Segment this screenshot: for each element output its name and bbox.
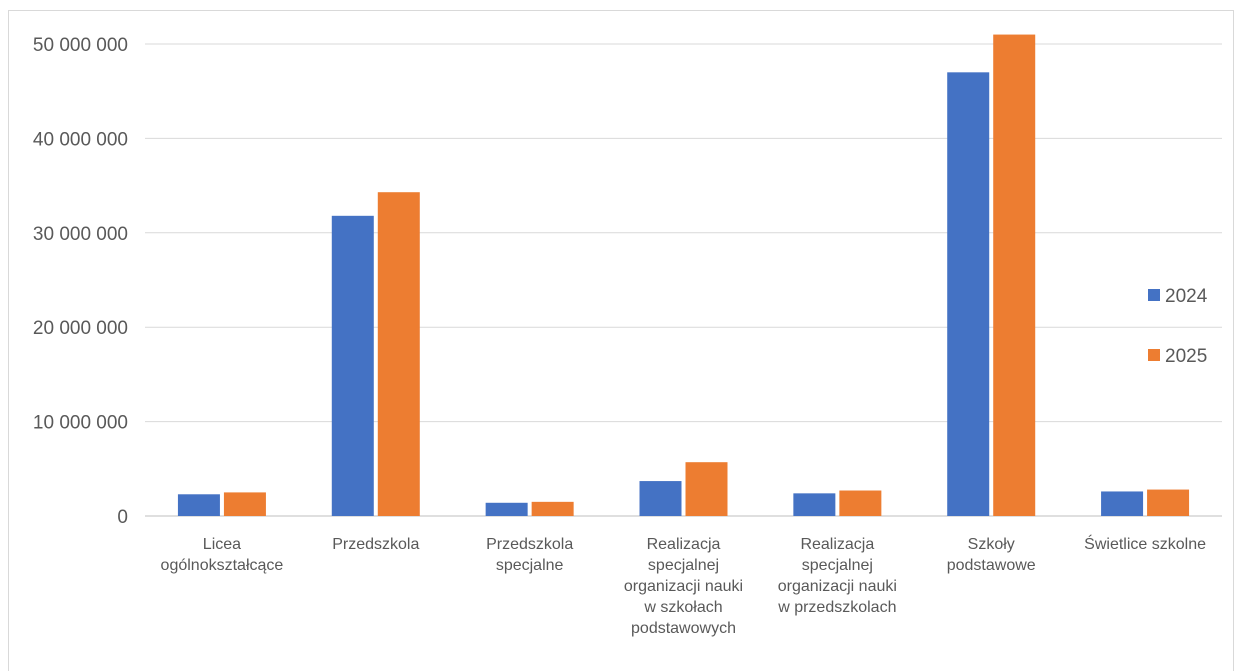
y-tick-label: 40 000 000 — [33, 129, 128, 150]
bar-2025 — [377, 192, 420, 516]
category-label: Szkoły podstawowe — [947, 536, 1036, 574]
y-tick-label: 20 000 000 — [33, 318, 128, 339]
category-label: Licea ogólnokształcące — [161, 536, 284, 574]
category-label: Przedszkola — [332, 536, 419, 553]
bar-2025 — [685, 462, 728, 516]
bar-2025 — [223, 492, 266, 516]
legend-swatch-2024 — [1148, 289, 1160, 301]
bar-2024 — [331, 215, 374, 517]
bar-2024 — [177, 494, 220, 516]
bar-2025 — [993, 34, 1036, 517]
bar-2024 — [1101, 491, 1144, 516]
y-tick-label: 10 000 000 — [33, 413, 128, 434]
y-tick-label: 30 000 000 — [33, 224, 128, 245]
y-tick-label: 0 — [117, 507, 128, 528]
bar-2024 — [793, 493, 836, 516]
bar-2024 — [947, 72, 990, 516]
bar-2024 — [639, 481, 682, 516]
category-label: Realizacja specjalnej organizacji nauki w p… — [777, 536, 897, 616]
category-label: Przedszkola specjalne — [486, 536, 573, 574]
bar-2024 — [485, 502, 528, 516]
category-label: Świetlice szkolne — [1084, 534, 1206, 553]
legend-label: 2024 — [1165, 286, 1208, 307]
category-label: Realizacja specjalnej organizacji nauki w s… — [624, 536, 743, 637]
y-tick-label: 50 000 000 — [33, 35, 128, 56]
bar-2025 — [839, 490, 882, 516]
legend-label: 2025 — [1165, 346, 1207, 367]
legend-swatch-2025 — [1148, 349, 1160, 361]
bar-2025 — [531, 501, 574, 516]
chart-border — [8, 10, 1234, 671]
bar-2025 — [1147, 489, 1190, 516]
